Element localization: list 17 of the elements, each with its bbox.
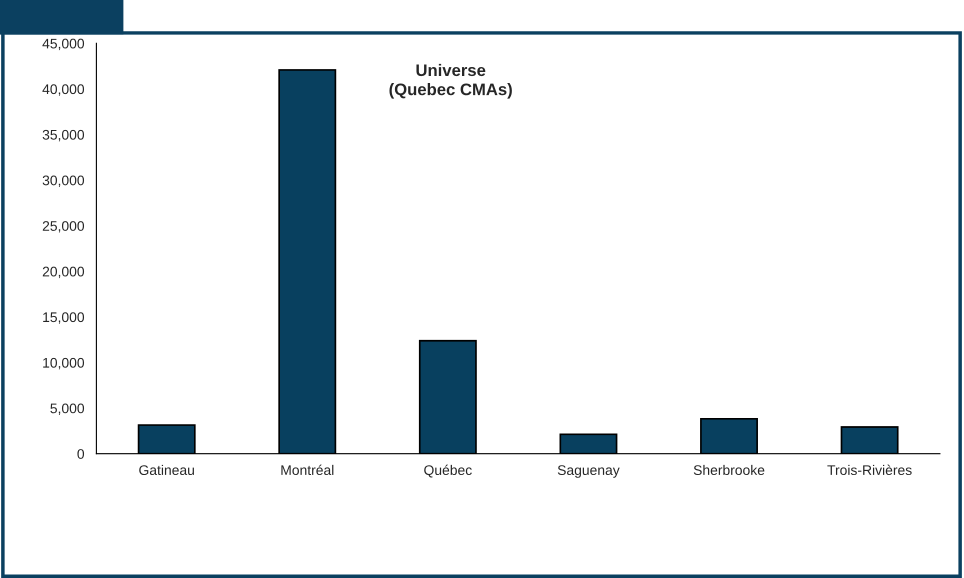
y-tick-label: 5,000 [50,403,84,415]
x-tick-label: Montréal [281,464,334,476]
y-tick-label: 0 [77,449,84,459]
x-tick-label: Saguenay [558,465,620,478]
x-tick-label: Trois-Rivières [827,464,912,476]
x-tick-label: Gatineau [139,464,194,476]
text: Universe (Quebec CMAs) [389,64,512,99]
y-tick-label: 15,000 [43,312,84,324]
y-tick-label: 10,000 [43,358,84,370]
x-tick-label: Sherbrooke [694,464,764,476]
y-tick-label: 30,000 [42,175,84,187]
y-tick-label: 20,000 [42,266,84,278]
y-tick-label: 45,000 [42,38,84,50]
y-tick-label: 25,000 [42,221,84,233]
x-tick-label: Québec [424,464,472,478]
y-tick-label: 35,000 [42,130,84,142]
y-tick-label: 40,000 [42,84,84,96]
